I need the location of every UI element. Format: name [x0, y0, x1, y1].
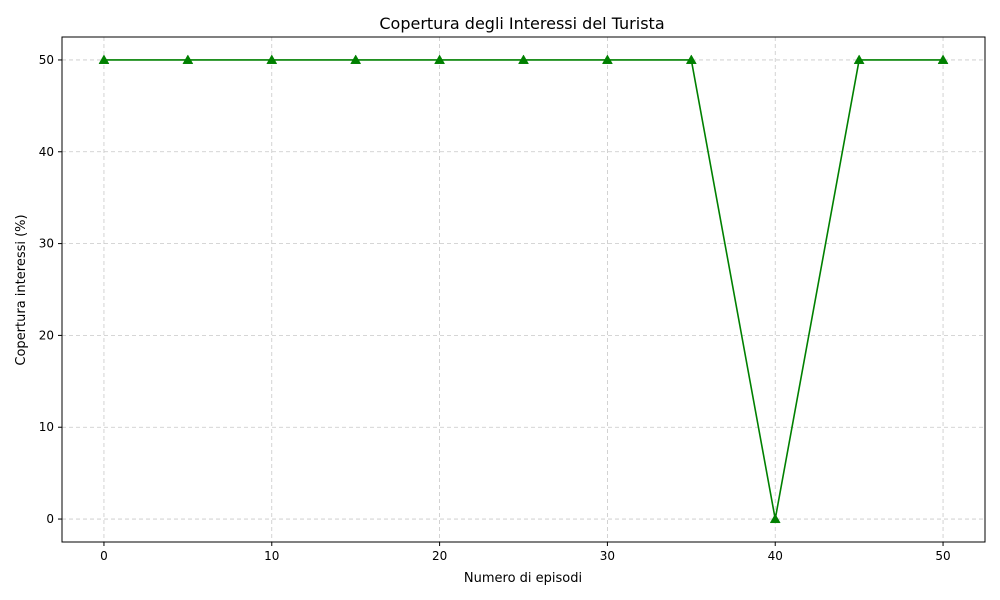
data-point-marker: [937, 54, 949, 64]
y-axis-ticks: 0 10 20 30 40 50: [39, 53, 62, 526]
data-point-marker: [853, 54, 865, 64]
grid: [62, 37, 985, 542]
data-point-marker: [182, 54, 194, 64]
series-0: [98, 54, 949, 524]
data-point-marker: [769, 513, 781, 524]
x-tick-label: 0: [100, 549, 108, 563]
x-tick-label: 50: [935, 549, 950, 563]
data-point-marker: [518, 54, 529, 64]
x-tick-label: 20: [432, 549, 447, 563]
data-point-marker: [98, 54, 110, 64]
y-tick-label: 30: [39, 237, 54, 251]
x-tick-label: 40: [768, 549, 783, 563]
chart-title: Copertura degli Interessi del Turista: [379, 14, 664, 33]
data-point-marker: [350, 54, 362, 64]
plot-area: [61, 36, 986, 543]
x-tick-label: 30: [600, 549, 615, 563]
series-line: [103, 59, 944, 520]
data-point-marker: [266, 54, 278, 64]
y-tick-label: 50: [39, 53, 54, 67]
y-tick-label: 10: [39, 420, 54, 434]
data-point-marker: [434, 54, 446, 64]
x-axis-ticks: 0 10 20 30 40 50: [100, 542, 951, 563]
series-layer: [98, 54, 949, 524]
y-axis-label: Copertura interessi (%): [14, 214, 29, 365]
x-axis-label: Numero di episodi: [464, 571, 582, 586]
y-tick-label: 40: [39, 145, 54, 159]
data-point-marker: [601, 54, 613, 64]
y-tick-label: 20: [39, 328, 54, 342]
data-point-marker: [685, 54, 697, 64]
y-tick-label: 0: [46, 512, 54, 526]
x-tick-label: 10: [264, 549, 279, 563]
